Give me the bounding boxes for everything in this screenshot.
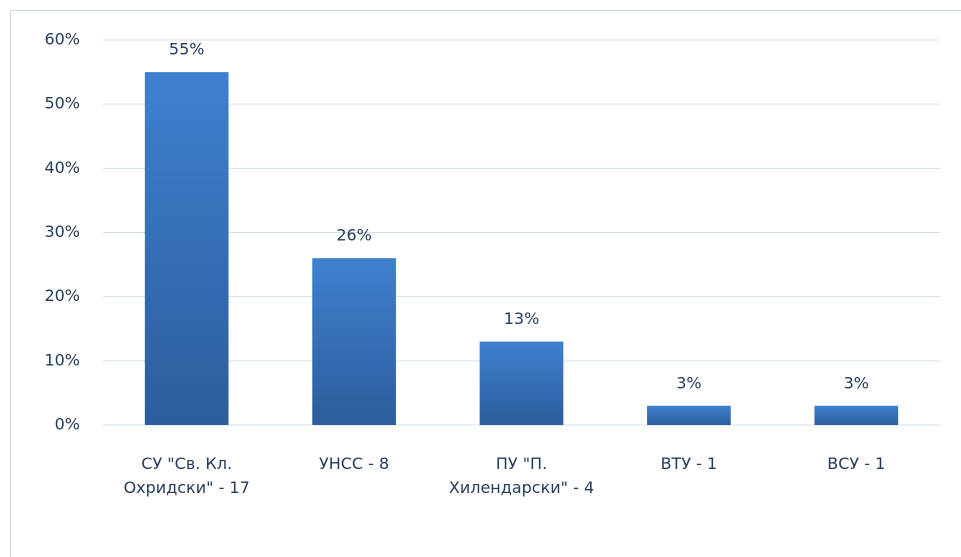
x-tick-label: ПУ "П. Хилендарски" - 4	[448, 454, 595, 497]
value-label: 13%	[504, 309, 540, 328]
bar	[312, 258, 396, 425]
x-tick-label: УНСС - 8	[318, 454, 390, 473]
x-tick-label: ВТУ - 1	[660, 454, 718, 473]
y-tick-label: 60%	[44, 30, 80, 49]
chart-border	[10, 10, 961, 557]
y-tick-label: 50%	[44, 94, 80, 113]
y-tick-label: 0%	[55, 415, 80, 434]
bar	[479, 341, 564, 425]
bar	[647, 405, 731, 425]
bar	[814, 405, 899, 425]
value-label: 55%	[169, 40, 205, 59]
value-label: 26%	[336, 226, 372, 245]
x-tick-label: СУ "Св. Кл. Охридски" - 17	[123, 454, 250, 497]
y-tick-label: 10%	[44, 350, 80, 369]
value-label: 3%	[676, 373, 701, 392]
y-tick-label: 40%	[44, 158, 80, 177]
y-tick-label: 30%	[44, 222, 80, 241]
y-tick-label: 20%	[44, 286, 80, 305]
x-tick-label: ВСУ - 1	[827, 454, 886, 473]
bar	[144, 72, 229, 425]
value-label: 3%	[844, 373, 869, 392]
